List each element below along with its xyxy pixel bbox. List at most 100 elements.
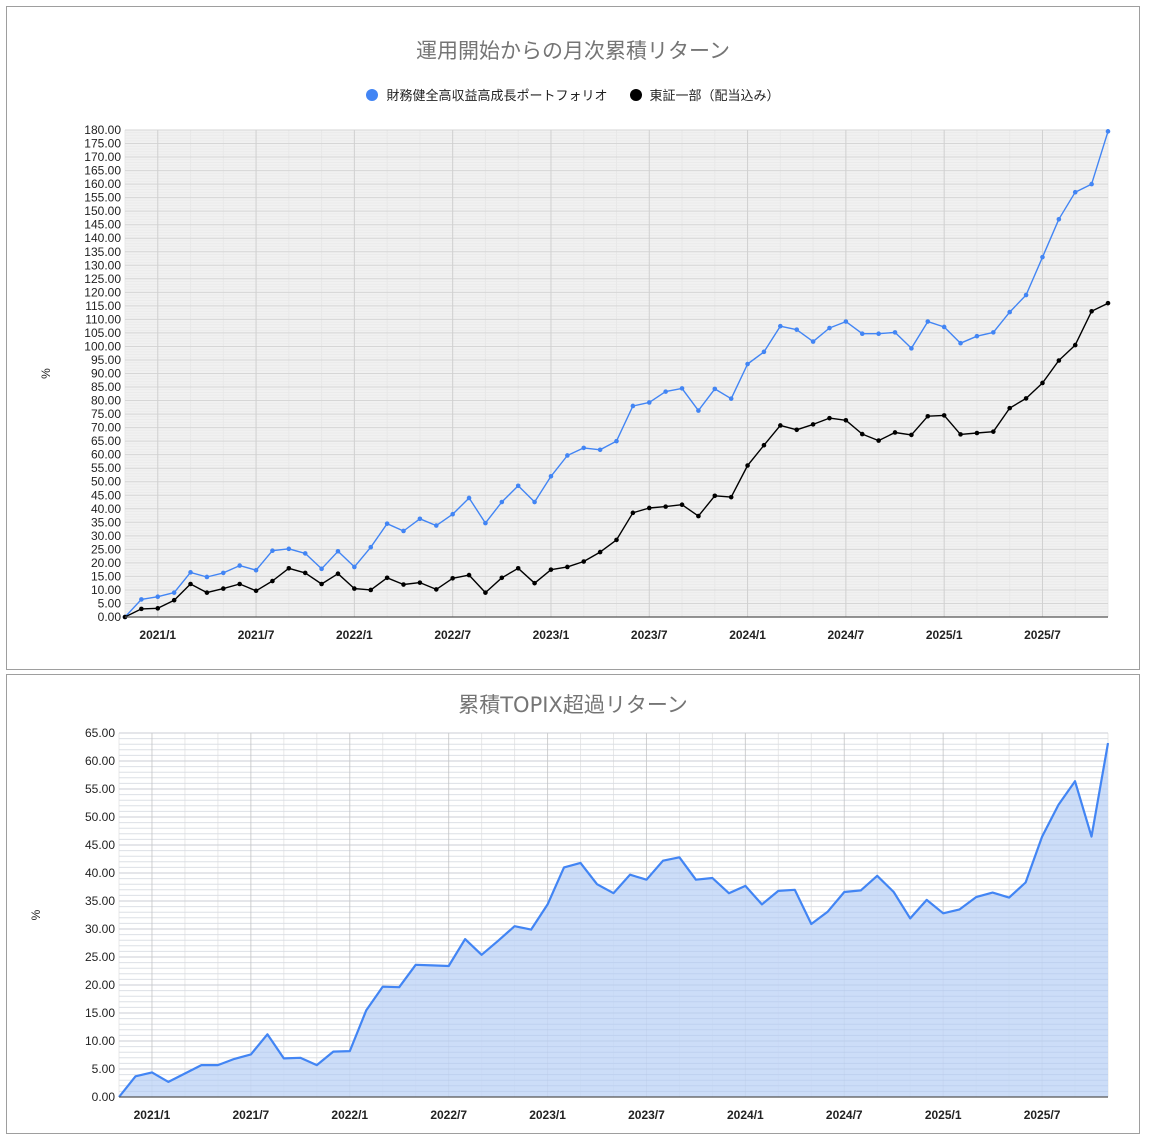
data-point[interactable] (630, 403, 636, 409)
data-point[interactable] (1089, 181, 1094, 187)
data-point[interactable] (810, 422, 816, 427)
data-point[interactable] (384, 575, 390, 581)
data-point[interactable] (810, 339, 816, 344)
data-point[interactable] (335, 548, 341, 554)
data-point[interactable] (302, 551, 308, 556)
data-point[interactable] (1089, 308, 1094, 314)
data-point[interactable] (499, 575, 505, 581)
data-point[interactable] (335, 571, 341, 577)
data-point[interactable] (646, 505, 652, 511)
data-point[interactable] (646, 400, 652, 405)
data-point[interactable] (794, 427, 800, 433)
data-point[interactable] (286, 566, 292, 571)
data-point[interactable] (581, 445, 587, 451)
data-point[interactable] (565, 453, 570, 458)
data-point[interactable] (991, 330, 996, 335)
data-point[interactable] (417, 580, 423, 585)
data-point[interactable] (565, 564, 570, 570)
data-point[interactable] (597, 549, 603, 555)
data-point[interactable] (499, 499, 505, 505)
data-point[interactable] (827, 415, 832, 421)
data-point[interactable] (352, 586, 357, 591)
data-point[interactable] (188, 570, 193, 575)
data-point[interactable] (253, 567, 259, 573)
data-point[interactable] (1056, 216, 1062, 222)
data-point[interactable] (221, 570, 226, 576)
data-point[interactable] (909, 432, 914, 438)
data-point[interactable] (1072, 189, 1078, 195)
data-point[interactable] (155, 606, 161, 611)
data-point[interactable] (614, 537, 619, 543)
data-point[interactable] (925, 319, 931, 324)
data-point[interactable] (401, 528, 406, 534)
data-point[interactable] (188, 581, 193, 587)
data-point[interactable] (155, 594, 161, 600)
data-point[interactable] (253, 588, 259, 594)
data-point[interactable] (941, 324, 947, 330)
data-point[interactable] (483, 520, 488, 526)
data-point[interactable] (663, 504, 668, 509)
data-point[interactable] (450, 511, 455, 517)
data-point[interactable] (532, 499, 537, 505)
data-point[interactable] (925, 413, 931, 419)
data-point[interactable] (368, 587, 374, 593)
data-point[interactable] (1007, 405, 1012, 411)
data-point[interactable] (417, 516, 423, 522)
data-point[interactable] (466, 572, 472, 578)
data-point[interactable] (139, 597, 144, 602)
data-point[interactable] (171, 590, 177, 595)
data-point[interactable] (941, 413, 947, 418)
data-point[interactable] (237, 581, 242, 587)
data-point[interactable] (466, 495, 472, 501)
data-point[interactable] (876, 331, 881, 337)
data-point[interactable] (859, 431, 865, 437)
data-point[interactable] (745, 463, 750, 468)
data-point[interactable] (696, 513, 701, 519)
data-point[interactable] (696, 408, 701, 413)
data-point[interactable] (991, 429, 996, 434)
data-point[interactable] (1023, 292, 1029, 298)
data-point[interactable] (171, 597, 177, 603)
data-point[interactable] (843, 418, 849, 423)
data-point[interactable] (237, 563, 242, 568)
data-point[interactable] (663, 389, 668, 394)
data-point[interactable] (909, 346, 914, 351)
data-point[interactable] (433, 523, 439, 528)
data-point[interactable] (1056, 358, 1062, 363)
data-point[interactable] (515, 566, 521, 571)
data-point[interactable] (679, 502, 685, 508)
data-point[interactable] (302, 570, 308, 576)
data-point[interactable] (859, 331, 865, 337)
data-point[interactable] (761, 442, 767, 448)
data-point[interactable] (1105, 300, 1111, 306)
data-point[interactable] (679, 386, 685, 391)
data-point[interactable] (204, 574, 210, 580)
data-point[interactable] (368, 544, 374, 550)
data-point[interactable] (728, 396, 734, 401)
legend-item-topix[interactable]: 東証一部（配当込み） (629, 85, 780, 104)
legend-item-portfolio[interactable]: 財務健全高収益高成長ポートフォリオ (366, 85, 608, 104)
data-point[interactable] (450, 576, 455, 581)
data-point[interactable] (319, 581, 324, 587)
data-point[interactable] (761, 349, 767, 355)
data-point[interactable] (827, 325, 832, 331)
data-point[interactable] (728, 494, 734, 500)
data-point[interactable] (778, 323, 783, 329)
data-point[interactable] (958, 432, 963, 437)
data-point[interactable] (1007, 309, 1012, 315)
data-point[interactable] (270, 578, 275, 584)
data-point[interactable] (548, 567, 554, 572)
data-point[interactable] (614, 438, 619, 444)
data-point[interactable] (401, 582, 406, 587)
data-point[interactable] (974, 333, 980, 339)
data-point[interactable] (384, 521, 390, 526)
data-point[interactable] (548, 474, 554, 479)
data-point[interactable] (892, 430, 898, 435)
data-point[interactable] (286, 546, 292, 552)
data-point[interactable] (1105, 129, 1111, 134)
data-point[interactable] (630, 510, 636, 516)
data-point[interactable] (319, 566, 324, 572)
data-point[interactable] (1040, 380, 1045, 386)
data-point[interactable] (712, 386, 718, 392)
data-point[interactable] (974, 430, 980, 436)
